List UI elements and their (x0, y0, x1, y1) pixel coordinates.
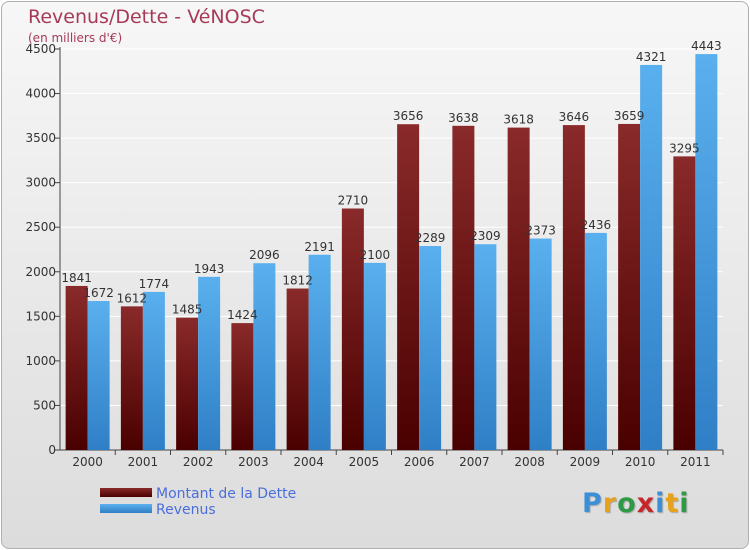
y-tick-label: 1000 (25, 354, 56, 368)
logo-letter: x (636, 488, 656, 519)
label-revenue-2005: 2100 (360, 248, 391, 262)
logo-letter: r (602, 488, 618, 519)
bar-debt-2010 (618, 123, 641, 450)
legend-label-debt: Montant de la Dette (156, 486, 297, 502)
label-revenue-2001: 1774 (139, 277, 170, 291)
y-tick-label: 2500 (25, 220, 56, 234)
bar-revenue-2011 (695, 54, 718, 450)
grid-lines (60, 48, 723, 406)
label-revenue-2004: 2191 (304, 240, 335, 254)
y-tick-label: 1500 (25, 309, 56, 323)
label-debt-2004: 1812 (282, 274, 313, 288)
label-revenue-2010: 4321 (636, 50, 667, 64)
chart-title: Revenus/Dette - VéNOSC (28, 6, 265, 28)
label-debt-2008: 3618 (503, 113, 534, 127)
bar-revenue-2007 (474, 244, 497, 450)
axes: 0 500 1000 1500 2000 2500 3000 3500 4000 4500 2000… (25, 42, 724, 469)
logo-letter: t (665, 488, 680, 519)
label-revenue-2011: 4443 (691, 39, 722, 53)
label-revenue-2006: 2289 (415, 231, 446, 245)
bar-debt-2002 (176, 317, 199, 450)
bar-revenue-2005 (363, 262, 386, 450)
x-tick-label-2008: 2008 (514, 455, 545, 469)
bar-debt-2007 (452, 125, 475, 450)
logo-letter: i (679, 488, 690, 519)
y-tick-label: 4000 (25, 87, 56, 101)
bar-debt-2001 (120, 306, 143, 450)
y-tick-label: 500 (33, 398, 56, 412)
bar-debt-2005 (341, 208, 364, 450)
label-revenue-2007: 2309 (470, 229, 501, 243)
bar-revenue-2008 (529, 238, 552, 450)
label-debt-2002: 1485 (172, 303, 203, 317)
x-tick-label-2007: 2007 (459, 455, 490, 469)
bar-revenue-2003 (253, 263, 276, 450)
label-revenue-2009: 2436 (581, 218, 612, 232)
bar-revenue-2000 (87, 301, 110, 450)
y-tick-label: 3500 (25, 131, 56, 145)
y-tick-label: 2000 (25, 265, 56, 279)
x-tick-label-2000: 2000 (72, 455, 103, 469)
y-tick-label: 3000 (25, 176, 56, 190)
y-tick-label: 4500 (25, 42, 56, 56)
x-tick-label-2004: 2004 (293, 455, 324, 469)
logo-letter: P (582, 488, 603, 519)
x-tick-label-2011: 2011 (680, 455, 711, 469)
label-revenue-2000: 1672 (83, 286, 114, 300)
x-tick-label-2003: 2003 (238, 455, 269, 469)
bar-revenue-2002 (198, 276, 221, 450)
x-tick-label-2010: 2010 (625, 455, 656, 469)
bar-debt-2006 (397, 124, 420, 450)
bars (65, 54, 718, 450)
label-revenue-2008: 2373 (525, 224, 556, 238)
bar-revenue-2010 (640, 64, 663, 450)
label-debt-2011: 3295 (669, 141, 700, 155)
label-debt-2005: 2710 (338, 194, 369, 208)
label-debt-2010: 3659 (614, 109, 645, 123)
label-debt-2000: 1841 (61, 271, 92, 285)
label-debt-2009: 3646 (559, 110, 590, 124)
x-tick-label-2005: 2005 (349, 455, 380, 469)
proxiti-logo: Proxiti (582, 488, 690, 519)
legend-label-revenue: Revenus (156, 502, 216, 518)
bar-debt-2003 (231, 323, 254, 450)
x-tick-label-2009: 2009 (570, 455, 601, 469)
bar-debt-2004 (286, 288, 309, 450)
y-tick-label: 0 (48, 443, 56, 457)
logo-letter: o (617, 488, 637, 519)
x-tick-label-2001: 2001 (128, 455, 159, 469)
label-revenue-2003: 2096 (249, 248, 280, 262)
label-revenue-2002: 1943 (194, 262, 225, 276)
label-debt-2001: 1612 (117, 291, 148, 305)
label-debt-2003: 1424 (227, 308, 258, 322)
label-debt-2007: 3638 (448, 111, 479, 125)
x-tick-label-2002: 2002 (183, 455, 214, 469)
bar-debt-2000 (65, 285, 88, 450)
bar-debt-2009 (562, 125, 585, 450)
label-debt-2006: 3656 (393, 109, 424, 123)
bar-revenue-2009 (584, 232, 607, 450)
legend-swatch-revenue (100, 504, 152, 513)
x-tick-label-2006: 2006 (404, 455, 435, 469)
chart-subtitle: (en milliers d'€) (28, 31, 123, 45)
bar-revenue-2006 (419, 246, 442, 450)
logo-letter: i (655, 488, 666, 519)
bar-debt-2008 (507, 127, 530, 450)
legend-swatch-debt (100, 488, 152, 497)
bar-revenue-2004 (308, 254, 331, 450)
bar-debt-2011 (673, 156, 696, 450)
bar-revenue-2001 (142, 291, 165, 450)
